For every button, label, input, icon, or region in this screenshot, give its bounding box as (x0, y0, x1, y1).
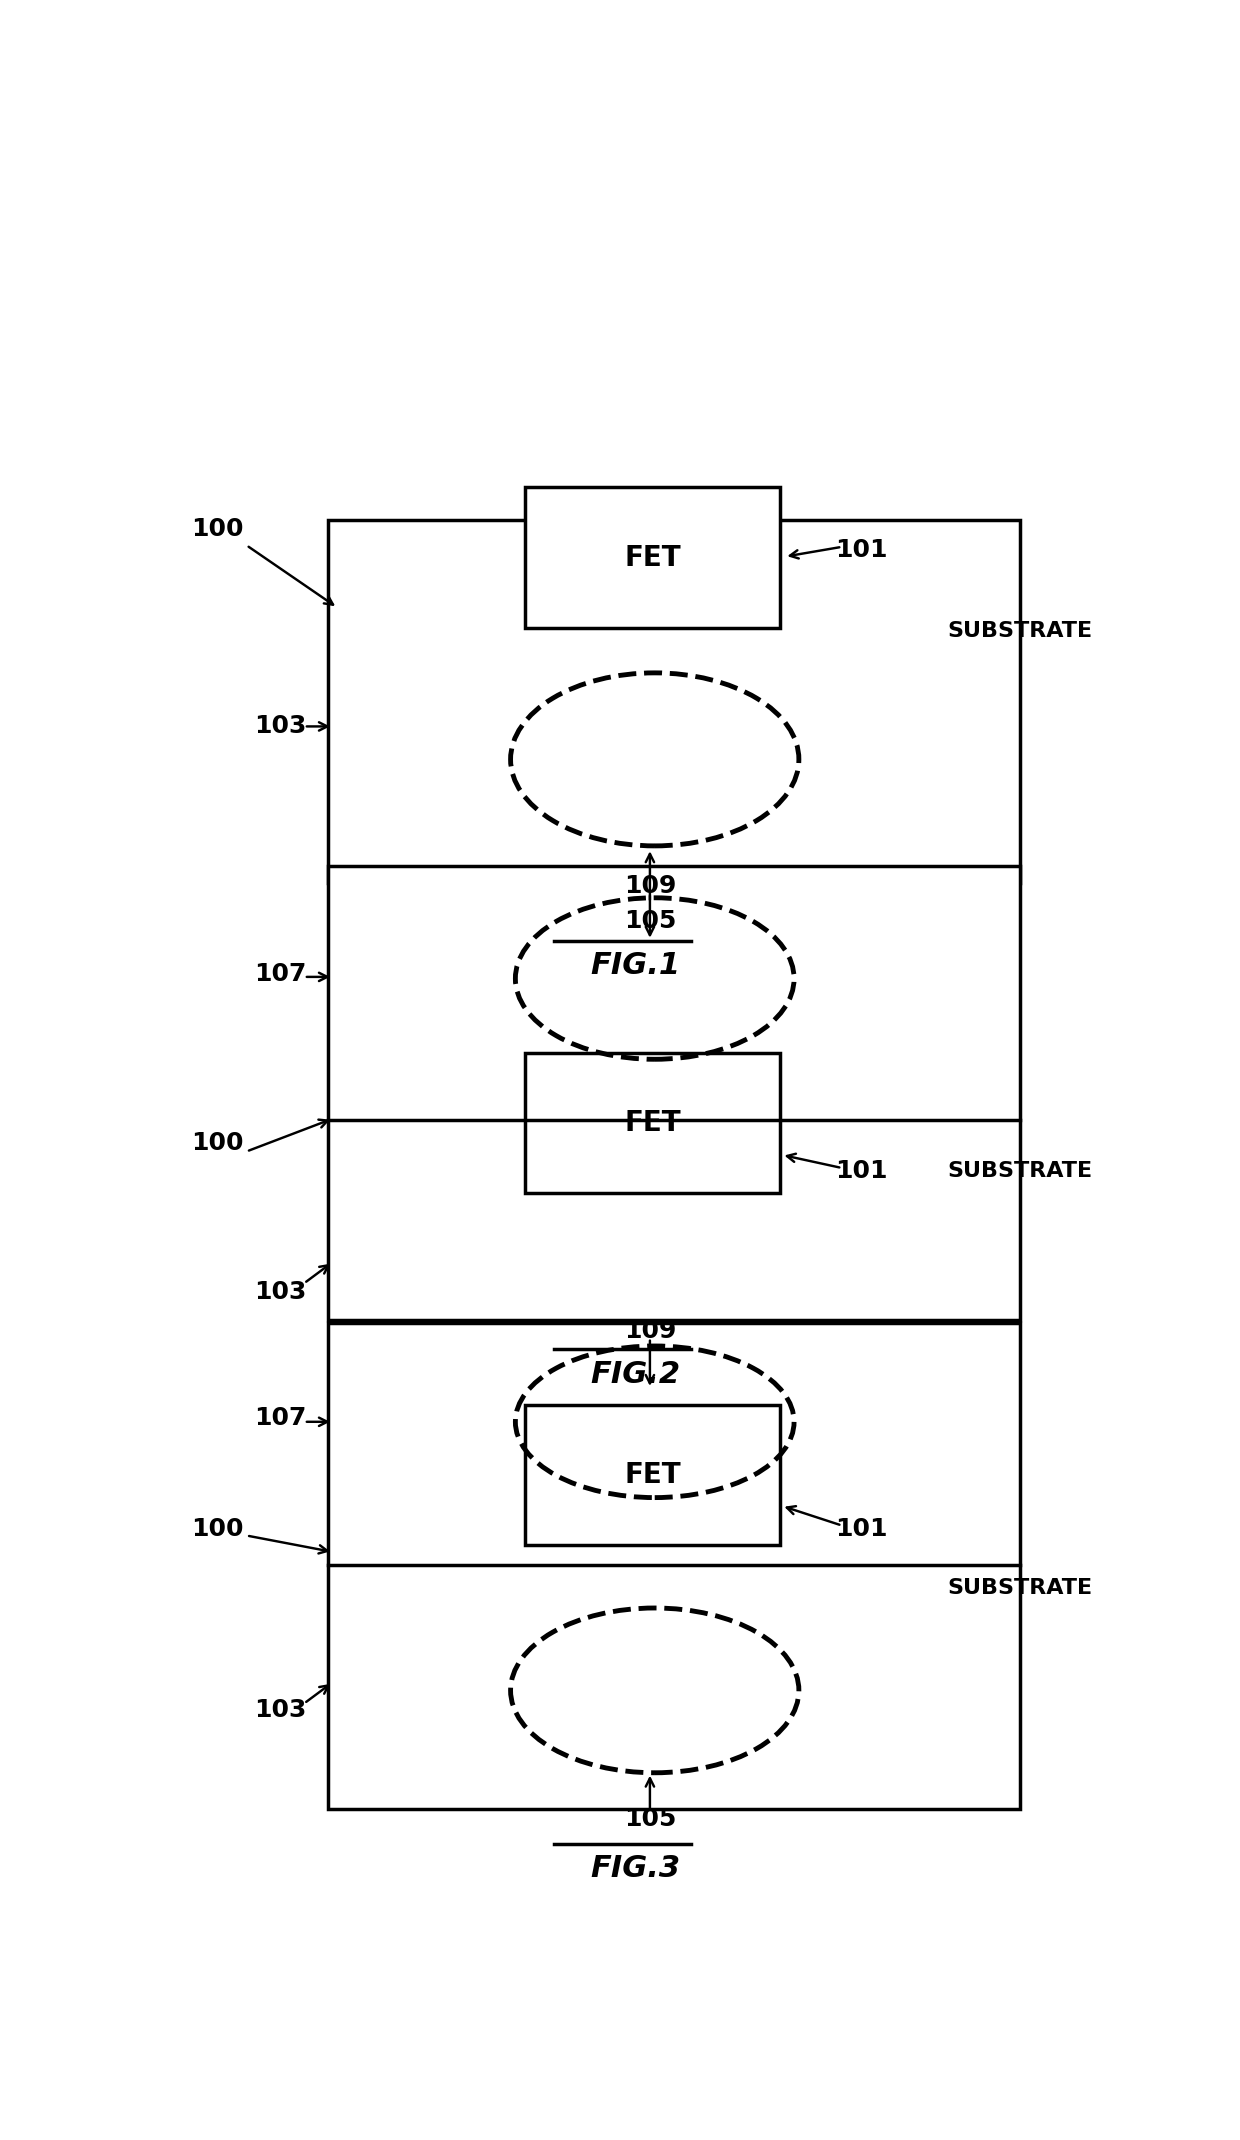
Text: FIG.1: FIG.1 (590, 950, 681, 980)
Text: 109: 109 (624, 875, 676, 899)
Text: 107: 107 (254, 1406, 306, 1430)
Bar (525, 488, 780, 627)
Bar (525, 1406, 780, 1545)
Bar (327, 867, 1019, 1320)
Text: SUBSTRATE: SUBSTRATE (947, 1162, 1092, 1181)
Text: 103: 103 (254, 1699, 306, 1723)
Text: FIG.3: FIG.3 (590, 1853, 681, 1883)
Text: FIG.2: FIG.2 (590, 1359, 681, 1389)
Bar (327, 520, 1019, 884)
Text: SUBSTRATE: SUBSTRATE (947, 621, 1092, 640)
Text: FET: FET (624, 1109, 681, 1136)
Text: 101: 101 (835, 1517, 888, 1541)
Bar (327, 1323, 1019, 1808)
Text: 105: 105 (624, 910, 676, 933)
Text: 100: 100 (191, 516, 244, 541)
Text: 103: 103 (254, 715, 306, 738)
Text: 101: 101 (835, 537, 888, 563)
Bar (525, 1053, 780, 1192)
Text: 100: 100 (191, 1132, 244, 1156)
Text: 109: 109 (624, 1318, 676, 1344)
Text: FET: FET (624, 1462, 681, 1489)
Text: 103: 103 (254, 1280, 306, 1303)
Text: 107: 107 (254, 961, 306, 987)
Text: SUBSTRATE: SUBSTRATE (947, 1577, 1092, 1599)
Text: 100: 100 (191, 1517, 244, 1541)
Text: FET: FET (624, 544, 681, 571)
Text: 101: 101 (835, 1160, 888, 1183)
Text: 105: 105 (624, 1806, 676, 1832)
